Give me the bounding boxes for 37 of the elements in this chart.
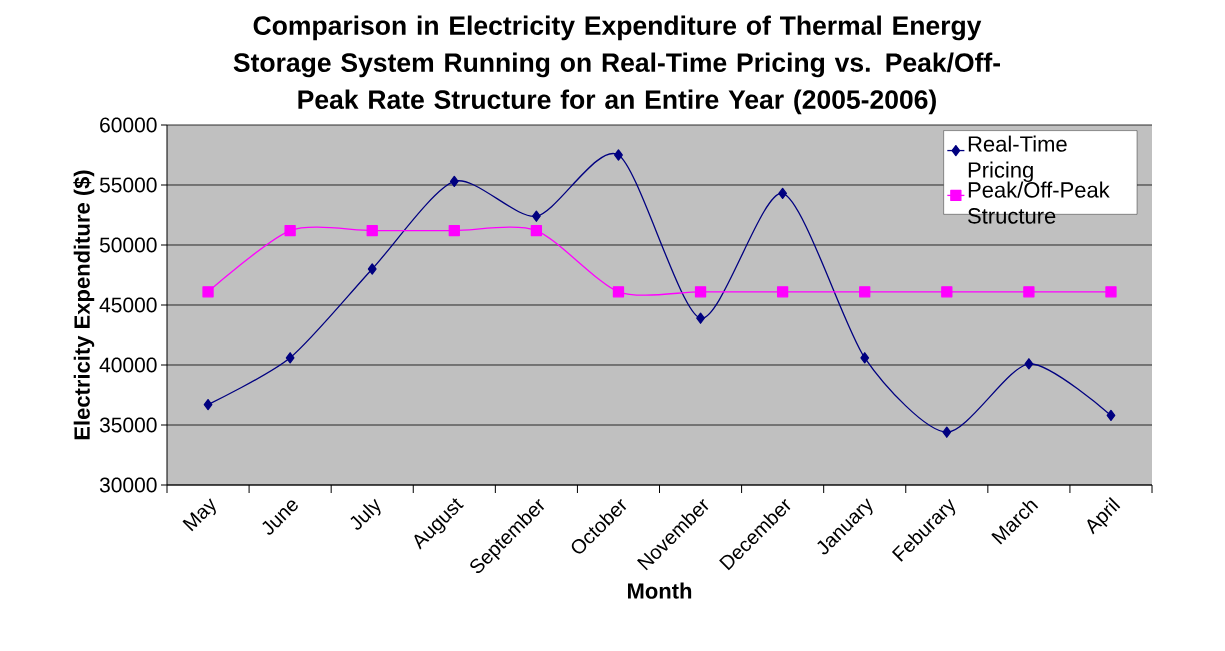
point (694, 286, 707, 298)
y-tick-label: 45000 (99, 297, 157, 313)
y-tick-label: 40000 (99, 357, 157, 373)
point (531, 210, 541, 222)
point (203, 398, 213, 411)
point (202, 286, 214, 298)
point (284, 224, 296, 237)
point (1024, 358, 1034, 370)
x-axis-title: Month (628, 582, 692, 599)
y-tick-label: 35000 (99, 417, 157, 433)
point (1023, 286, 1035, 298)
point (612, 286, 625, 298)
y-axis-title: Electricity Expenditure ($) (73, 170, 95, 440)
point (448, 224, 460, 237)
x-tick-label: May (182, 498, 216, 532)
point (859, 286, 871, 298)
point (367, 263, 377, 275)
y-tick-label: 30000 (99, 477, 157, 493)
chart-title: Comparison in Electricity Expenditure of Thermal Energy Storage System Running on Real-Time Pricing vs. Peak/Off-Peak Rate Structure for an Entire Year (2005-2006) (233, 15, 1001, 115)
legend-label: Peak/Off-Peak Structure (968, 181, 1110, 224)
y-tick-label: 50000 (99, 237, 157, 253)
point (449, 175, 459, 188)
point (614, 149, 623, 161)
point (942, 426, 952, 438)
y-tick-label: 60000 (100, 117, 157, 133)
point (530, 224, 543, 237)
y-tick-label: 55000 (99, 177, 157, 193)
point (778, 187, 788, 200)
point (285, 352, 295, 364)
x-tick-label: July (350, 498, 381, 530)
point (696, 312, 705, 324)
point (776, 286, 789, 298)
point (860, 352, 870, 364)
point (1106, 409, 1116, 422)
point (366, 224, 378, 237)
point (1105, 286, 1117, 298)
point (941, 286, 953, 298)
